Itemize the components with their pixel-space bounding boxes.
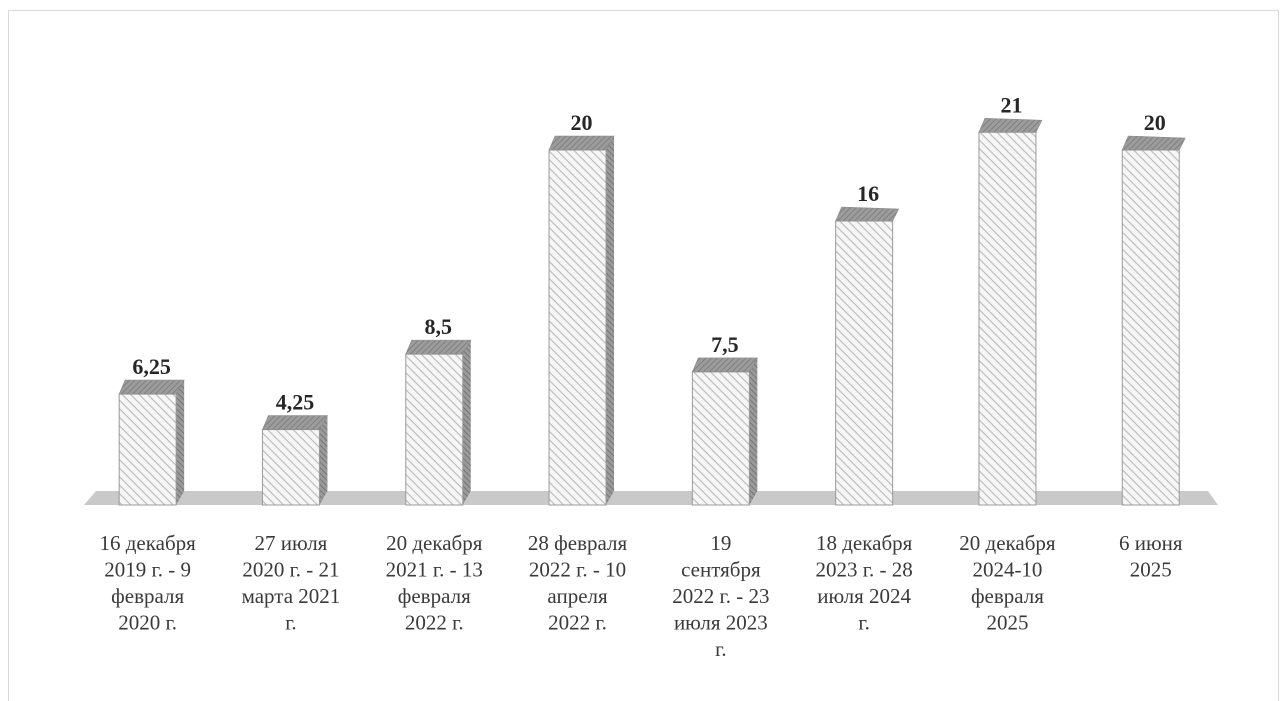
data-label: 21	[1000, 92, 1022, 117]
bar-front	[1121, 149, 1180, 506]
category-label: 16 декабря 2019 г. - 9 февраля 2020 г.	[99, 531, 196, 635]
category-label-line: февраля	[398, 584, 471, 608]
data-label: 16	[857, 181, 879, 206]
category-label-line: 2022 г. - 23	[672, 584, 769, 608]
category-label-line: 2025	[986, 611, 1028, 635]
bar-top	[261, 415, 328, 430]
category-label: 18 декабря 2023 г. - 28 июля 2024 г.	[816, 531, 913, 635]
data-label: 20	[1144, 110, 1166, 135]
category-label-line: февраля	[111, 584, 184, 608]
category-label-line: 2025	[1130, 558, 1172, 582]
bar-top	[835, 206, 900, 222]
data-label: 4,25	[276, 390, 315, 415]
category-label-line: апреля	[547, 584, 608, 608]
category-label-line: 2019 г. - 9	[104, 558, 191, 582]
category-label-line: 2023 г. - 28	[816, 558, 913, 582]
bars-group	[118, 117, 1186, 506]
category-label-line: г.	[285, 611, 297, 635]
bar-5	[691, 357, 758, 506]
category-label: 19 сентября 2022 г. - 23 июля 2023 г.	[672, 531, 769, 661]
category-label-line: июля 2024	[817, 584, 911, 608]
bar-side	[462, 340, 471, 505]
category-label: 6 июня 2025	[1119, 531, 1183, 582]
bar-top	[1121, 135, 1186, 151]
bar-3	[405, 339, 472, 506]
category-label: 28 февраля 2022 г. - 10 апреля 2022 г.	[528, 531, 628, 635]
category-label-line: 2024-10	[972, 558, 1042, 582]
data-label: 8,5	[425, 314, 453, 339]
bar-6	[835, 206, 900, 506]
category-label-line: г.	[858, 611, 870, 635]
category-label-line: 2022 г.	[405, 611, 464, 635]
bar-side	[319, 415, 328, 505]
data-label: 7,5	[711, 332, 739, 357]
bar-side	[749, 357, 758, 505]
category-label-line: 18 декабря	[816, 531, 913, 555]
category-label-line: 20 декабря	[959, 531, 1056, 555]
bar-side	[176, 380, 185, 505]
category-label-line: 19	[710, 531, 731, 555]
bar-top	[548, 135, 615, 151]
bar-8	[1121, 135, 1186, 506]
bar-2	[261, 415, 328, 506]
bar-top	[118, 379, 185, 395]
category-label-line: февраля	[971, 584, 1044, 608]
category-label-line: 20 декабря	[386, 531, 483, 555]
category-label-line: 27 июля	[255, 531, 328, 555]
category-label-line: г.	[715, 637, 727, 661]
chart-floor	[84, 491, 1218, 505]
bar-front	[261, 429, 320, 506]
category-label-line: 2022 г.	[548, 611, 607, 635]
category-label-line: 2021 г. - 13	[386, 558, 483, 582]
category-label-line: 2022 г. - 10	[529, 558, 626, 582]
bar-top	[691, 357, 758, 373]
bar-front	[405, 353, 464, 506]
category-label-line: марта 2021	[242, 584, 341, 608]
data-labels-group: 6,25 4,25 8,5 20 7,5 16 21 20	[132, 92, 1165, 414]
data-label: 20	[571, 110, 593, 135]
data-label: 6,25	[132, 354, 171, 379]
category-labels-group: 16 декабря 2019 г. - 9 февраля 2020 г.27 ию…	[99, 531, 1182, 661]
category-label-line: 6 июня	[1119, 531, 1183, 555]
category-label-line: 28 февраля	[528, 531, 628, 555]
chart-frame	[8, 10, 1279, 701]
bar-7	[978, 117, 1043, 506]
bar-front	[548, 149, 607, 506]
bar-front	[978, 131, 1037, 506]
category-label-line: 16 декабря	[99, 531, 196, 555]
bar-front	[691, 371, 750, 506]
bar-front	[835, 220, 894, 506]
category-label: 27 июля 2020 г. - 21 марта 2021 г.	[242, 531, 341, 635]
category-label-line: 2020 г. - 21	[242, 558, 339, 582]
category-label-line: июля 2023	[674, 611, 768, 635]
bar-4	[548, 135, 615, 506]
category-label-line: 2020 г.	[118, 611, 177, 635]
bar-1	[118, 379, 185, 506]
bar-top	[978, 117, 1043, 133]
category-label: 20 декабря 2021 г. - 13 февраля 2022 г.	[386, 531, 483, 635]
category-label: 20 декабря 2024-10 февраля 2025	[959, 531, 1056, 635]
bar-top	[405, 339, 472, 355]
category-label-line: сентября	[681, 558, 761, 582]
bar-side	[606, 136, 615, 505]
bar-front	[118, 393, 177, 506]
